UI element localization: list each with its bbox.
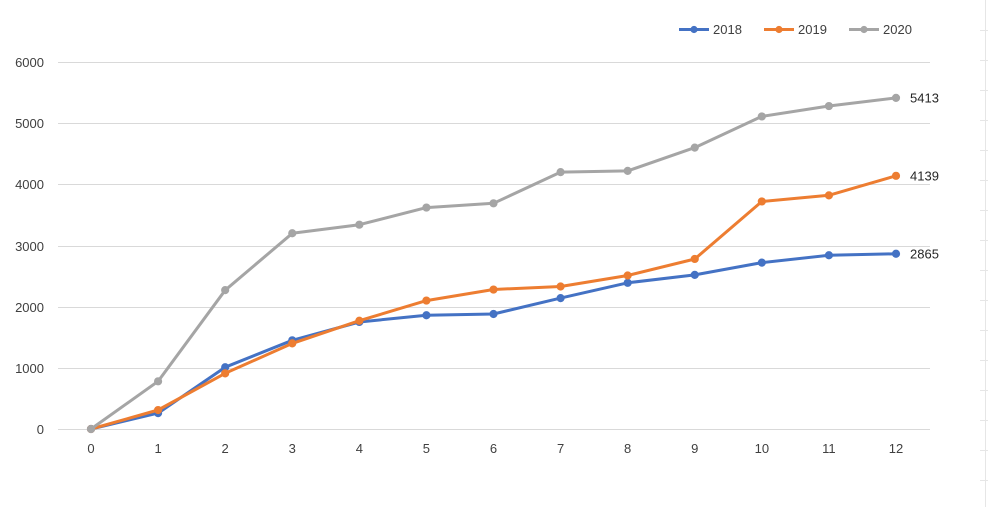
data-point-2019 xyxy=(355,316,364,325)
data-point-2020 xyxy=(422,203,431,212)
end-labels: 2865 4139 5413 xyxy=(910,90,939,261)
end-label-2019: 4139 xyxy=(910,168,939,183)
legend-label: 2020 xyxy=(883,22,912,37)
data-point-2020 xyxy=(288,229,297,238)
data-point-2019 xyxy=(422,296,431,305)
end-label-2020: 5413 xyxy=(910,90,939,105)
y-tick-label: 2000 xyxy=(15,300,44,315)
series-2020 xyxy=(86,93,901,434)
data-point-2020 xyxy=(690,143,699,152)
data-point-2018 xyxy=(757,258,766,267)
legend-item-2019: 2019 xyxy=(764,22,827,37)
y-tick-label: 1000 xyxy=(15,361,44,376)
x-tick-label: 1 xyxy=(154,441,161,456)
data-point-2020 xyxy=(824,101,834,111)
data-point-2018 xyxy=(556,294,565,303)
series-lines xyxy=(86,93,901,434)
series-2018 xyxy=(86,249,901,434)
data-point-2018 xyxy=(623,278,632,287)
legend-item-2018: 2018 xyxy=(679,22,742,37)
legend-item-2020: 2020 xyxy=(849,22,912,37)
legend-swatch-marker xyxy=(690,25,698,34)
data-point-2018 xyxy=(422,311,431,320)
data-point-2018 xyxy=(824,251,834,260)
x-tick-label: 12 xyxy=(889,441,903,456)
x-tick-label: 5 xyxy=(423,441,430,456)
data-point-2020 xyxy=(86,424,96,434)
data-point-2020 xyxy=(221,286,230,295)
y-tick-label: 0 xyxy=(37,422,44,437)
legend-label: 2018 xyxy=(713,22,742,37)
data-point-2019 xyxy=(288,339,297,348)
data-point-2019 xyxy=(824,191,834,200)
data-point-2019 xyxy=(891,171,901,180)
data-point-2018 xyxy=(891,249,901,258)
y-tick-label: 6000 xyxy=(15,55,44,70)
y-tick-label: 3000 xyxy=(15,239,44,254)
end-label-2018: 2865 xyxy=(910,246,939,261)
data-point-2020 xyxy=(757,112,766,121)
x-tick-label: 8 xyxy=(624,441,631,456)
series-2019 xyxy=(86,171,901,434)
data-point-2020 xyxy=(355,220,364,229)
x-axis: 0 1 2 3 4 5 6 7 8 9 10 11 12 xyxy=(58,429,930,456)
sheet-gridlines xyxy=(980,0,988,507)
series-line-2018 xyxy=(89,252,898,431)
x-tick-label: 11 xyxy=(822,441,836,456)
data-point-2020 xyxy=(891,93,901,103)
x-tick-label: 6 xyxy=(490,441,497,456)
data-point-2019 xyxy=(221,369,230,378)
x-tick-label: 0 xyxy=(87,441,94,456)
x-tick-label: 9 xyxy=(691,441,698,456)
data-point-2019 xyxy=(757,197,766,206)
data-point-2020 xyxy=(623,166,632,175)
x-tick-label: 4 xyxy=(356,441,363,456)
data-point-2020 xyxy=(489,199,498,208)
legend: 2018 2019 2020 xyxy=(679,22,912,37)
data-point-2018 xyxy=(489,309,498,319)
y-axis: 0 1000 2000 3000 4000 5000 6000 xyxy=(15,55,44,437)
data-point-2020 xyxy=(153,377,163,386)
legend-swatch-marker xyxy=(860,25,868,34)
data-point-2020 xyxy=(556,168,565,177)
y-tick-label: 4000 xyxy=(15,177,44,192)
gridlines xyxy=(58,62,930,369)
data-point-2019 xyxy=(489,285,498,294)
series-line-2019 xyxy=(89,174,898,431)
data-point-2019 xyxy=(690,254,699,264)
data-point-2019 xyxy=(153,405,163,415)
data-point-2019 xyxy=(556,282,565,291)
data-point-2018 xyxy=(690,270,699,279)
y-tick-label: 5000 xyxy=(15,116,44,131)
data-point-2019 xyxy=(623,271,632,280)
x-tick-label: 3 xyxy=(289,441,296,456)
x-tick-label: 10 xyxy=(755,441,769,456)
x-tick-label: 2 xyxy=(222,441,229,456)
legend-label: 2019 xyxy=(798,22,827,37)
x-tick-label: 7 xyxy=(557,441,564,456)
legend-swatch-marker xyxy=(775,25,783,34)
